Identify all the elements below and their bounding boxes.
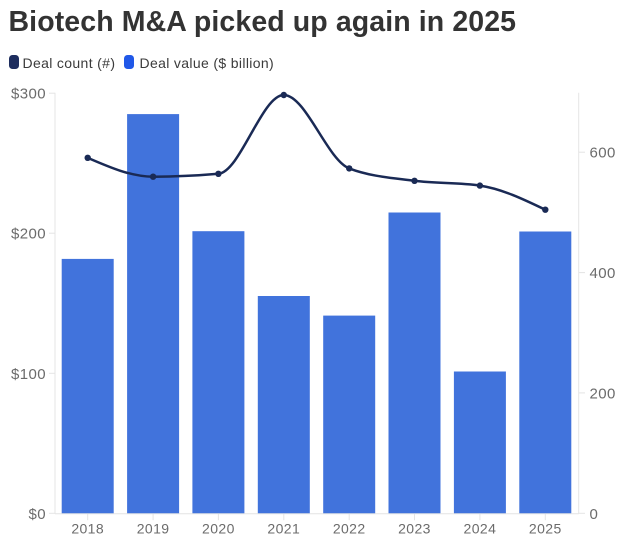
svg-text:2020: 2020 [202, 521, 235, 537]
svg-text:600: 600 [590, 145, 616, 162]
svg-text:2025: 2025 [529, 521, 562, 537]
svg-text:2024: 2024 [464, 521, 497, 537]
svg-text:2021: 2021 [267, 521, 300, 537]
svg-text:$100: $100 [11, 366, 46, 383]
svg-text:200: 200 [590, 385, 616, 402]
svg-text:400: 400 [590, 265, 616, 282]
svg-text:2023: 2023 [398, 521, 431, 537]
svg-text:2019: 2019 [137, 521, 170, 537]
svg-text:$200: $200 [11, 226, 46, 243]
svg-text:0: 0 [590, 506, 599, 523]
svg-text:$0: $0 [29, 506, 47, 523]
svg-text:2018: 2018 [71, 521, 104, 537]
svg-text:2022: 2022 [333, 521, 366, 537]
svg-text:$300: $300 [11, 86, 46, 103]
